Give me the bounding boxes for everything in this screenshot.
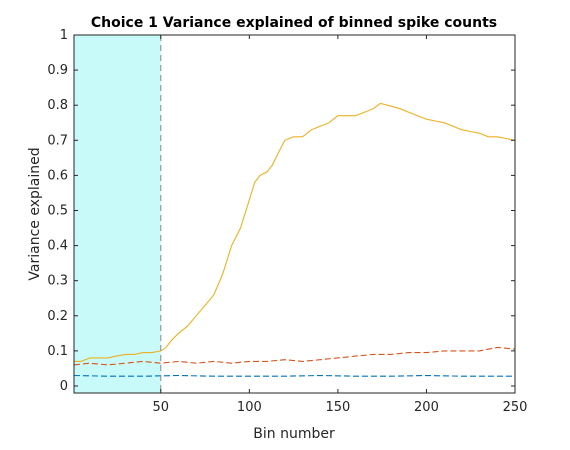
series-line-1 (74, 102, 516, 362)
series-line-2 (73, 346, 516, 366)
shaded-region (74, 35, 161, 393)
y-tick-label: 0.3 (47, 274, 68, 289)
y-tick-label: 0.4 (47, 239, 68, 254)
y-axis-label: Variance explained (27, 147, 43, 280)
y-tick-label: 0.7 (47, 133, 68, 148)
y-tick-label: 0.6 (47, 168, 68, 183)
x-tick-label: 200 (414, 400, 439, 415)
x-tick-label: 250 (503, 400, 528, 415)
chart-title: Choice 1 Variance explained of binned sp… (91, 15, 497, 31)
y-tick-label: 0.2 (47, 309, 68, 324)
ticks-layer: 50 100 150 200 250 0 0.1 0.2 0.3 0.4 0.5 0.6 0.7 0.8 0… (47, 28, 527, 415)
y-tick-label: 0.1 (47, 344, 68, 359)
x-tick-label: 100 (237, 400, 262, 415)
y-tick-label: 0.9 (47, 63, 68, 78)
y-tick-label: 0.5 (47, 203, 68, 218)
y-tick-label: 1 (60, 28, 68, 43)
plot-frame (73, 34, 516, 394)
x-tick-label: 150 (325, 400, 350, 415)
series-line-3 (73, 374, 515, 377)
x-axis-label: Bin number (253, 426, 335, 442)
y-tick-label: 0 (60, 379, 68, 394)
y-tick-label: 0.8 (47, 98, 68, 113)
series-layer (73, 102, 516, 377)
x-tick-label: 50 (153, 400, 170, 415)
